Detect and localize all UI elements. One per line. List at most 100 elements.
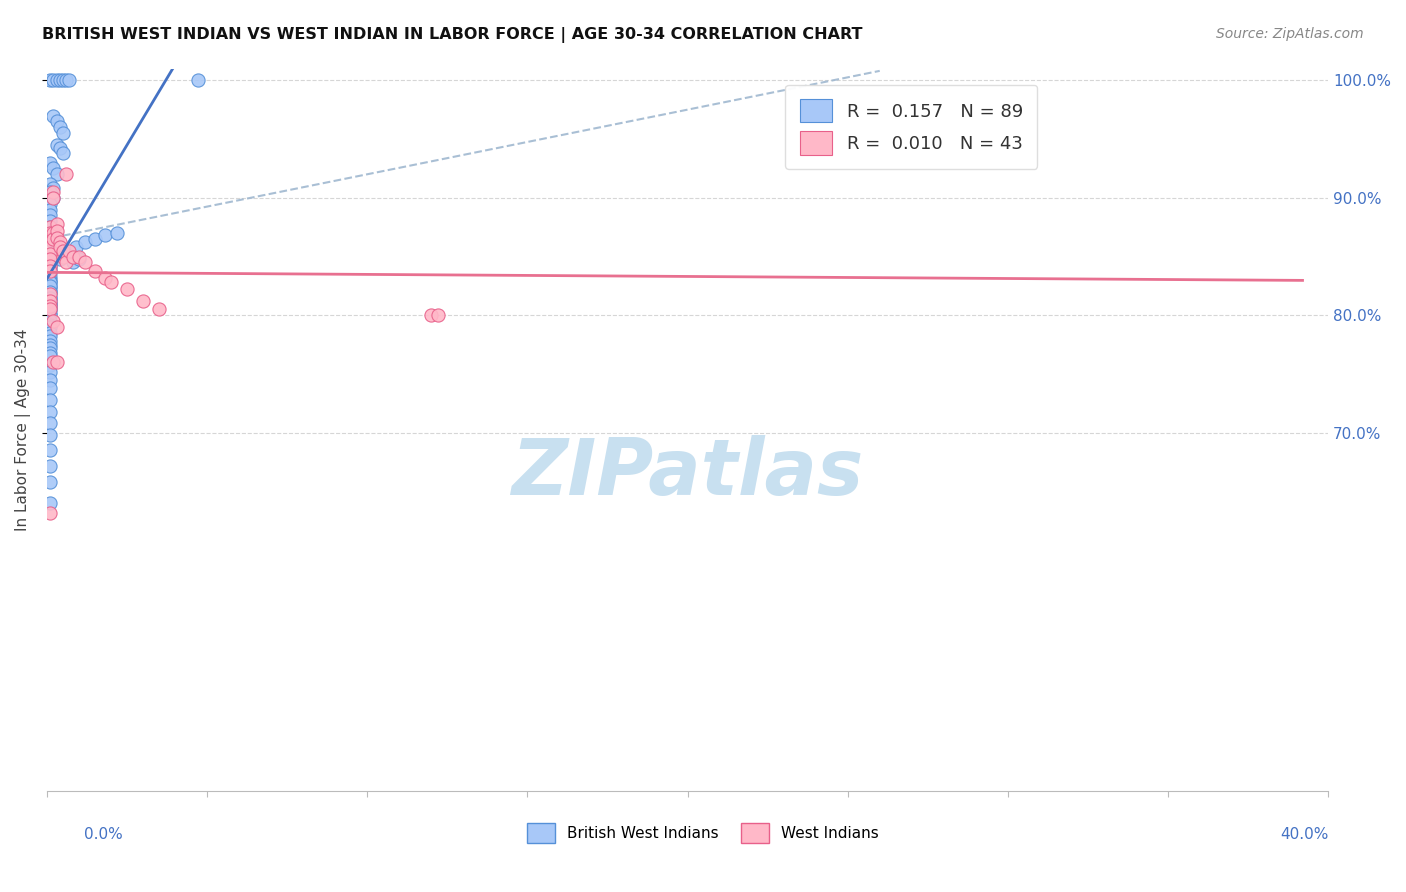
Point (39, 177, 62, 191)
Point (45, 240, 67, 254)
Point (42, 235, 65, 250)
Point (52, 244, 75, 258)
Point (39, 240, 62, 254)
Point (39, 334, 62, 348)
Point (39, 258, 62, 272)
Point (39, 358, 62, 372)
Point (42, 355, 65, 369)
Point (39, 404, 62, 418)
Point (39, 302, 62, 317)
Point (39, 261, 62, 276)
Point (420, 308, 443, 322)
Point (426, 308, 449, 322)
Point (49, 141, 72, 155)
Point (84, 232, 107, 246)
Point (45, 224, 67, 238)
Point (39, 341, 62, 355)
Point (42, 232, 65, 246)
Point (39, 226, 62, 240)
Point (39, 392, 62, 407)
Point (39, 443, 62, 458)
Point (39, 279, 62, 293)
Point (45, 320, 67, 334)
Point (39, 269, 62, 284)
Point (39, 282, 62, 296)
Point (39, 458, 62, 473)
Legend: R =  0.157   N = 89, R =  0.010   N = 43: R = 0.157 N = 89, R = 0.010 N = 43 (785, 85, 1038, 169)
Point (39, 299, 62, 313)
Point (49, 244, 72, 258)
Point (107, 226, 129, 240)
Point (39, 475, 62, 490)
Point (42, 191, 65, 205)
Point (55, 73, 77, 87)
Point (39, 428, 62, 442)
Point (132, 294, 155, 309)
Point (39, 320, 62, 334)
Point (65, 240, 87, 254)
Point (42, 73, 65, 87)
Point (39, 350, 62, 364)
Point (58, 244, 80, 258)
Point (84, 263, 107, 277)
Point (49, 73, 72, 87)
Point (67, 252, 90, 266)
Point (39, 252, 62, 266)
Point (39, 185, 62, 199)
Point (42, 191, 65, 205)
Point (49, 252, 72, 266)
Point (39, 285, 62, 299)
Point (39, 346, 62, 360)
Point (39, 226, 62, 240)
Point (52, 126, 75, 140)
Text: ZIPatlas: ZIPatlas (512, 435, 863, 511)
Point (39, 308, 62, 322)
Point (49, 240, 72, 254)
Point (39, 202, 62, 217)
Point (100, 276, 122, 290)
Point (39, 302, 62, 317)
Point (39, 208, 62, 222)
Point (39, 287, 62, 301)
Point (45, 231, 67, 245)
Point (42, 185, 65, 199)
Point (45, 114, 67, 128)
Point (42, 161, 65, 176)
Y-axis label: In Labor Force | Age 30-34: In Labor Force | Age 30-34 (15, 328, 31, 531)
Point (39, 318, 62, 332)
Point (39, 220, 62, 235)
Point (39, 247, 62, 261)
Point (39, 214, 62, 228)
Point (115, 282, 138, 296)
Point (148, 302, 170, 317)
Point (45, 250, 67, 264)
Point (39, 220, 62, 235)
Text: Source: ZipAtlas.com: Source: ZipAtlas.com (1216, 27, 1364, 41)
Point (42, 181, 65, 195)
Legend: British West Indians, West Indians: British West Indians, West Indians (522, 817, 884, 848)
Text: BRITISH WEST INDIAN VS WEST INDIAN IN LABOR FORCE | AGE 30-34 CORRELATION CHART: BRITISH WEST INDIAN VS WEST INDIAN IN LA… (42, 27, 863, 43)
Point (52, 73, 75, 87)
Point (39, 337, 62, 351)
Point (39, 276, 62, 290)
Point (52, 146, 75, 161)
Point (45, 217, 67, 231)
Point (39, 306, 62, 320)
Text: 0.0%: 0.0% (84, 827, 124, 841)
Point (39, 259, 62, 273)
Point (67, 250, 90, 264)
Point (39, 381, 62, 395)
Point (39, 373, 62, 387)
Point (93, 270, 115, 285)
Point (42, 314, 65, 328)
Point (75, 235, 97, 250)
Point (45, 167, 67, 181)
Point (39, 276, 62, 290)
Point (62, 255, 84, 269)
Point (39, 294, 62, 309)
Point (39, 73, 62, 87)
Point (186, 73, 208, 87)
Point (39, 417, 62, 431)
Point (39, 279, 62, 293)
Point (39, 255, 62, 269)
